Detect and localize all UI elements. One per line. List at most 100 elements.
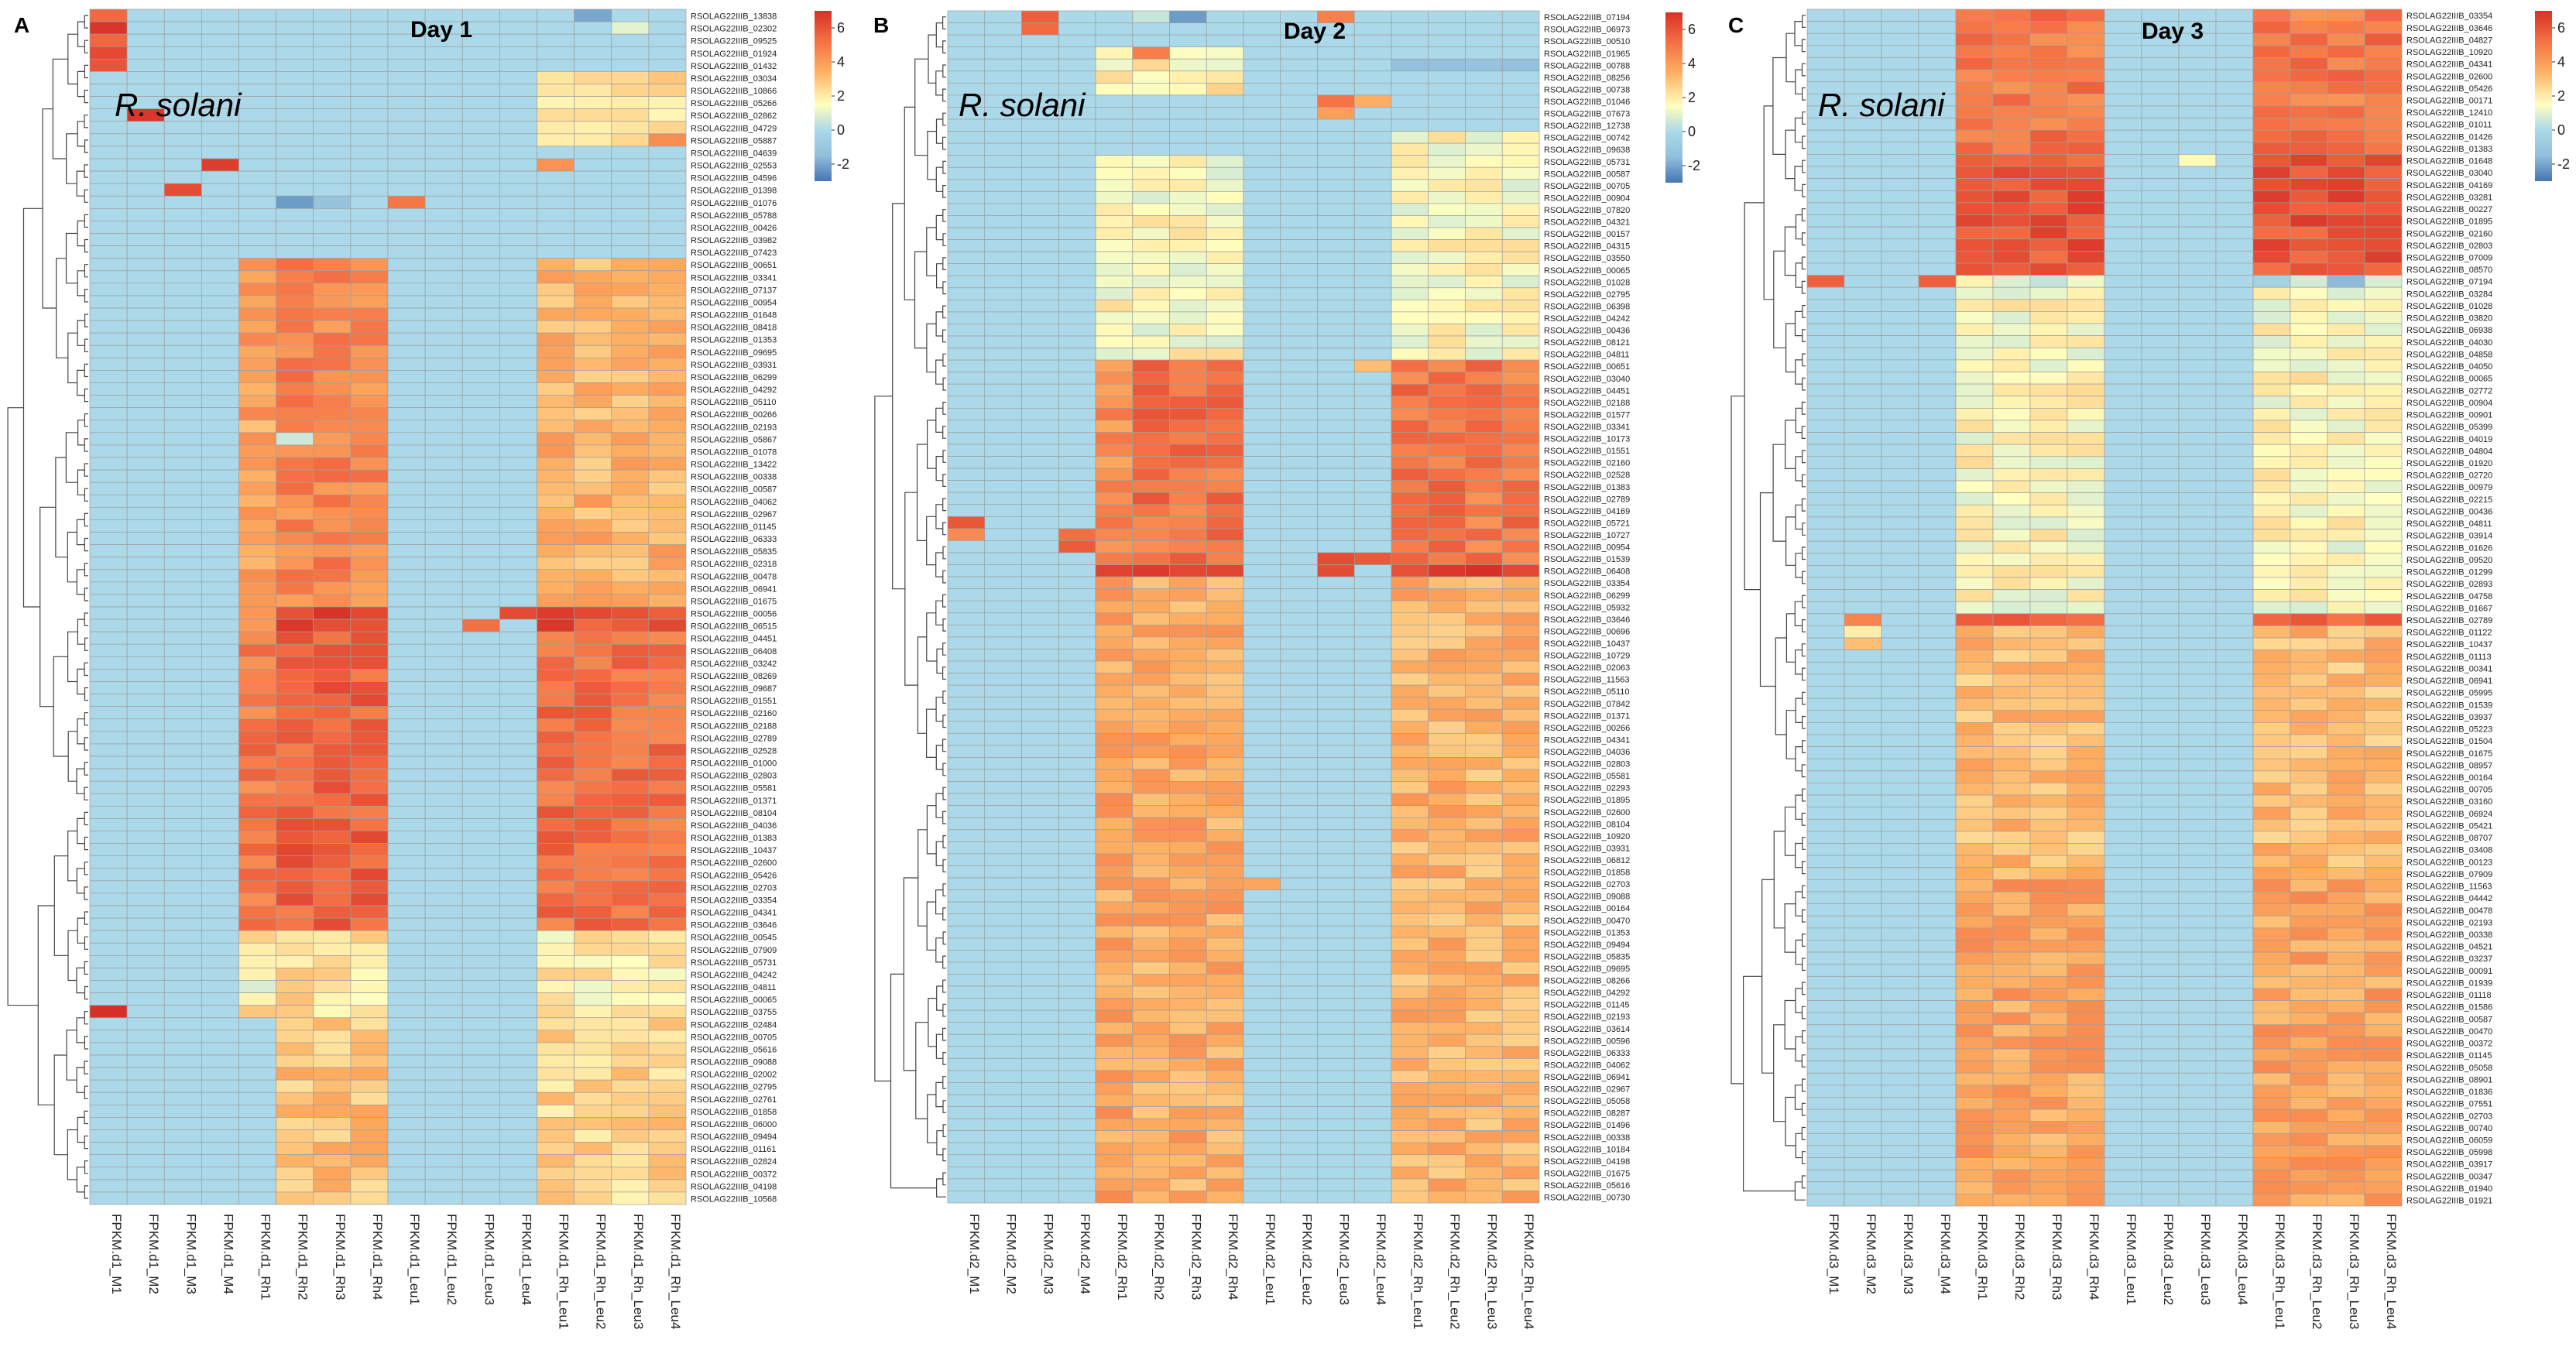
panel-a-cell (461, 1104, 500, 1118)
panel-a-cell (276, 1042, 314, 1056)
panel-c-cell (2178, 673, 2217, 687)
panel-a-cell (89, 307, 128, 321)
panel-a-cell (89, 233, 128, 246)
panel-a-cell (89, 33, 128, 47)
panel-a-cell (461, 233, 500, 246)
panel-b-cell (1132, 708, 1170, 722)
panel-c-cell (2141, 166, 2180, 179)
panel-b-cell (1058, 660, 1096, 673)
panel-a-cell (126, 1167, 165, 1181)
panel-b-cell (1353, 853, 1392, 866)
panel-b-cell (1243, 1070, 1281, 1083)
panel-a-cell (238, 96, 276, 110)
panel-b-cell (1465, 732, 1503, 746)
panel-c-cell (2327, 105, 2365, 118)
panel-b-cell (1353, 540, 1392, 553)
panel-a-cell (387, 258, 426, 272)
panel-a-cell (537, 494, 575, 508)
panel-c-cell (2290, 831, 2328, 844)
panel-c-cell (2327, 347, 2365, 361)
panel-a-cell (350, 1179, 389, 1193)
panel-b-cell (1206, 745, 1244, 758)
panel-a-cell (424, 893, 463, 906)
panel-c-cell (2252, 154, 2291, 167)
panel-b-cell (1206, 456, 1244, 469)
panel-a-cell (611, 1054, 650, 1068)
panel-b-cell (1243, 468, 1281, 481)
panel-a-cell (201, 756, 239, 769)
panel-a-cell (126, 207, 165, 221)
panel-b-cell (1132, 865, 1170, 879)
panel-b-cell (1206, 516, 1244, 529)
panel-c-cell (2215, 214, 2254, 228)
panel-a-cell (648, 33, 687, 47)
panel-a-dendrogram-branch (67, 1129, 78, 1181)
panel-c-cell (2029, 734, 2068, 747)
panel-b-cell (1095, 829, 1134, 842)
panel-c-cell (2029, 250, 2068, 264)
panel-a-cell (201, 619, 239, 632)
panel-b-cell (1169, 985, 1207, 999)
panel-c-cell (2215, 275, 2254, 288)
panel-a-cell (313, 643, 352, 657)
panel-a-cell (126, 868, 165, 882)
panel-b-cell (1428, 46, 1466, 60)
panel-b-cell (1501, 877, 1540, 890)
panel-c-cell (1992, 1169, 2031, 1183)
panel-b-dendrogram-branch (942, 522, 946, 536)
panel-c-cell (1806, 250, 1845, 264)
panel-b-cell (1353, 660, 1392, 673)
panel-b-cell (1206, 877, 1244, 890)
panel-c-cell (1881, 21, 1919, 34)
panel-a-cell (201, 46, 239, 60)
panel-c-dendrogram-branch (1801, 1175, 1806, 1189)
panel-a-cell (238, 245, 276, 259)
panel-c-cell (1881, 190, 1919, 204)
panel-a-dendrogram-branch (84, 1160, 88, 1174)
panel-b-cell (1243, 877, 1281, 890)
panel-c-cell (1844, 1097, 1882, 1110)
panel-b-cell (984, 251, 1022, 265)
panel-c-cell (2067, 807, 2105, 820)
panel-a-cell (424, 930, 463, 944)
panel-b-cell (1132, 432, 1170, 445)
panel-c-cell (2290, 21, 2328, 34)
panel-a-cell (350, 831, 389, 844)
panel-b-dendrogram-branch (942, 955, 946, 969)
panel-a-cell (499, 544, 537, 558)
panel-c-cell (2178, 432, 2217, 445)
panel-b-cell (1465, 1106, 1503, 1119)
panel-c-cell (2104, 661, 2142, 675)
panel-a-cell (350, 207, 389, 221)
panel-c-cell (1881, 492, 1919, 505)
panel-b-cell (1280, 673, 1318, 686)
panel-a-cell (611, 320, 650, 334)
panel-b-cell (1465, 1130, 1503, 1143)
panel-c-cell (1844, 807, 1882, 820)
panel-b-cell (984, 383, 1022, 397)
panel-a-cell (276, 968, 314, 981)
panel-c-cell (2215, 1061, 2254, 1074)
panel-a-cell (537, 594, 575, 608)
panel-c-cell (1955, 432, 1994, 445)
panel-c-cell (1955, 504, 1994, 518)
panel-a-cell (574, 743, 612, 757)
panel-c-cell (2067, 927, 2105, 941)
panel-b-cell (1095, 396, 1134, 409)
panel-c-cell (1881, 988, 1919, 1001)
panel-a-cell (648, 494, 687, 508)
panel-c-cell (2029, 1181, 2068, 1194)
panel-a-cell (387, 320, 426, 334)
panel-c-cell (2178, 831, 2217, 844)
panel-b-cell (1317, 1106, 1355, 1119)
panel-b-dendrogram-branch (942, 667, 946, 680)
panel-b-cell (1465, 239, 1503, 252)
panel-c-cell (2290, 1072, 2328, 1086)
panel-c-cell (2215, 1157, 2254, 1170)
panel-c-cell (2364, 166, 2403, 179)
panel-a-dendrogram-branch (52, 58, 68, 159)
panel-a-cell (387, 121, 426, 135)
panel-a-cell (424, 643, 463, 657)
panel-c-cell (1806, 154, 1845, 167)
panel-a-cell (313, 619, 352, 632)
